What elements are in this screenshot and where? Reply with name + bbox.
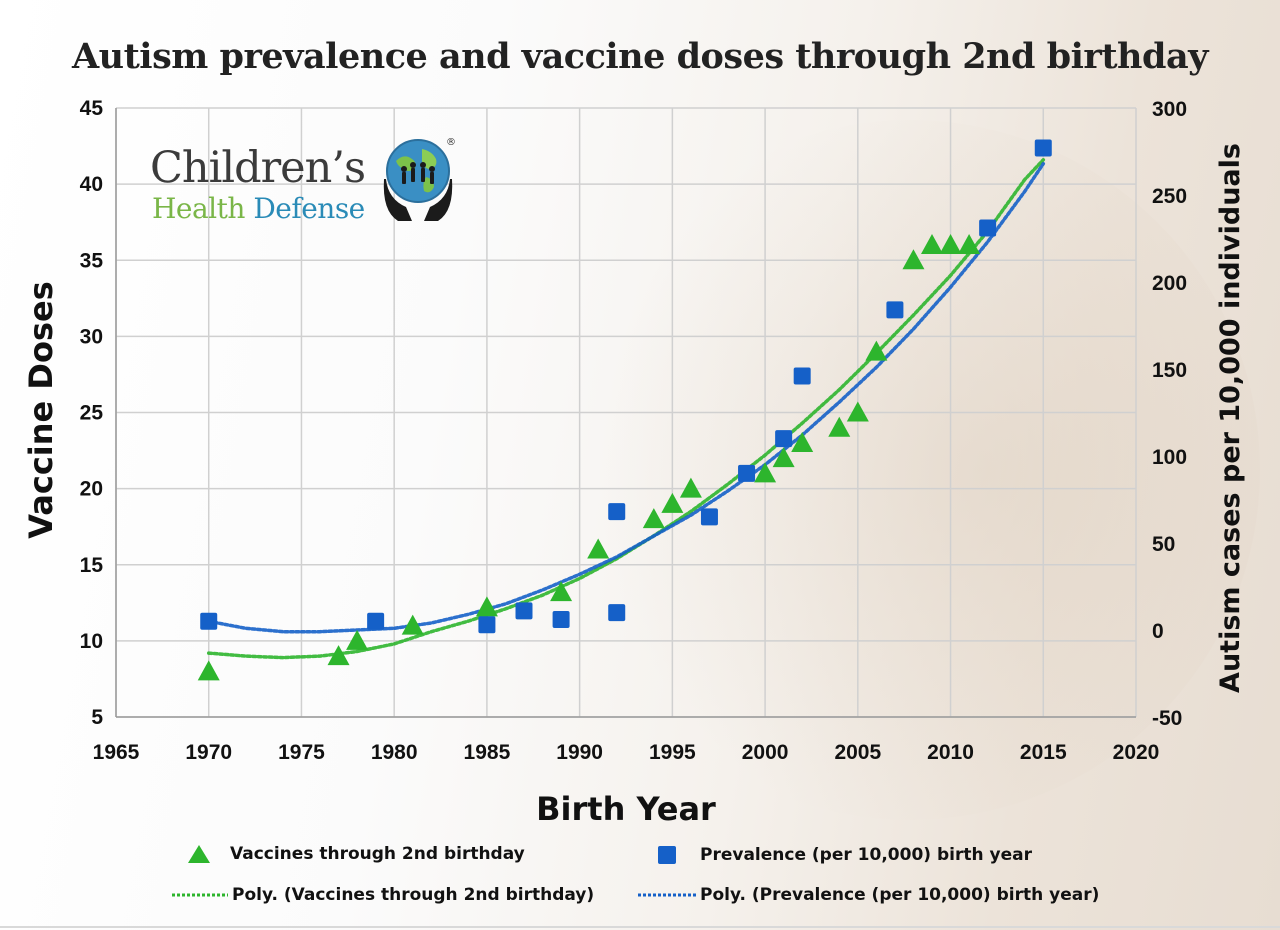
prevalence-data-point	[700, 508, 718, 526]
grid	[115, 107, 1137, 718]
vaccine-data-point	[939, 234, 962, 255]
y-left-tick-label: 40	[80, 173, 103, 196]
x-tick-label: 2010	[927, 741, 974, 764]
registered-mark: ®	[446, 137, 456, 148]
vaccine-data-point	[846, 401, 869, 422]
vaccine-data-point	[958, 234, 981, 255]
x-tick-label: 1980	[371, 741, 418, 764]
globe-hands-icon	[383, 139, 453, 221]
x-axis-ticks: 1965 1970 1975 1980 1985 1990 1995 2000 2005 2010…	[93, 741, 1160, 764]
vaccine-data-point	[865, 340, 888, 361]
prevalence-data-point	[793, 367, 811, 385]
y-axis-right-ticks: -50 0 50 100 150 200 250 300	[1152, 98, 1187, 730]
y-right-tick-label: 250	[1152, 185, 1187, 208]
y-axis-left-ticks: 5 10 15 20 25 30 35 40 45	[80, 97, 104, 729]
y-axis-left-title: Vaccine Doses	[22, 281, 60, 538]
vaccine-data-point	[772, 447, 795, 468]
x-tick-label: 2000	[742, 741, 789, 764]
prevalence-data-point	[608, 604, 626, 622]
y-left-tick-label: 30	[80, 325, 103, 348]
vaccine-data-point	[327, 645, 350, 666]
y-right-tick-label: 100	[1152, 446, 1187, 469]
prevalence-data-point	[738, 464, 756, 482]
y-right-tick-label: 300	[1152, 98, 1187, 121]
prevalence-trend-line	[206, 161, 1046, 634]
x-tick-label: 1970	[185, 741, 232, 764]
vaccine-data-point	[921, 234, 943, 255]
prevalence-data-point	[979, 219, 997, 237]
vaccines-trend-line	[206, 158, 1046, 660]
y-left-tick-label: 5	[91, 706, 103, 729]
prevalence-data-point	[552, 611, 570, 629]
y-left-tick-label: 35	[80, 249, 104, 272]
prevalence-data-point	[515, 602, 533, 620]
logo-text-childrens: Children’s	[150, 143, 366, 193]
vaccine-data-point	[197, 660, 220, 681]
vaccine-data-point	[902, 249, 925, 270]
y-left-tick-label: 20	[80, 478, 103, 501]
y-right-tick-label: 150	[1152, 359, 1187, 382]
y-left-tick-label: 15	[80, 554, 104, 577]
vaccine-data-point	[475, 596, 498, 617]
y-right-tick-label: -50	[1152, 707, 1182, 730]
vaccine-data-point	[661, 492, 684, 513]
y-right-tick-label: 0	[1152, 620, 1164, 643]
y-axis-right-title: Autism cases per 10,000 individuals	[1215, 143, 1246, 693]
x-tick-label: 2015	[1020, 741, 1067, 764]
x-axis-title: Birth Year	[536, 790, 716, 828]
x-tick-label: 2005	[834, 741, 881, 764]
x-tick-label: 1985	[464, 741, 511, 764]
logo-text-defense: Defense	[253, 192, 365, 225]
prevalence-data-point	[886, 301, 904, 319]
chart-title: Autism prevalence and vaccine doses thro…	[72, 36, 1208, 77]
x-tick-label: 1995	[649, 741, 696, 764]
logo-text-health: Health	[152, 192, 245, 225]
vaccine-data-point	[401, 614, 424, 635]
y-right-tick-label: 200	[1152, 272, 1187, 295]
vaccine-data-point	[587, 538, 610, 559]
vaccine-data-point	[791, 431, 814, 452]
prevalence-markers	[200, 139, 1052, 634]
x-tick-label: 1965	[93, 741, 140, 764]
x-tick-label: 2020	[1113, 741, 1160, 764]
prevalence-data-point	[478, 616, 496, 634]
y-left-tick-label: 45	[80, 97, 104, 120]
y-left-tick-label: 10	[80, 630, 103, 653]
prevalence-data-point	[775, 430, 793, 448]
vaccine-data-point	[679, 477, 702, 498]
logo-text-health-defense: Health Defense	[152, 192, 365, 225]
trend-lines	[206, 158, 1046, 660]
vaccine-data-point	[754, 462, 777, 483]
childrens-health-defense-logo: Children’s Health Defense ®	[150, 135, 470, 230]
vaccine-markers	[197, 234, 981, 681]
bottom-divider	[0, 926, 1280, 928]
prevalence-data-point	[200, 612, 218, 630]
x-tick-label: 1990	[556, 741, 603, 764]
vaccine-data-point	[550, 581, 573, 602]
prevalence-data-point	[608, 503, 626, 521]
x-tick-label: 1975	[278, 741, 325, 764]
prevalence-data-point	[367, 612, 385, 630]
prevalence-data-point	[1034, 139, 1052, 157]
vaccine-data-point	[828, 416, 851, 437]
vaccine-data-point	[642, 508, 665, 529]
y-right-tick-label: 50	[1152, 533, 1175, 556]
y-left-tick-label: 25	[80, 402, 104, 425]
vaccine-data-point	[346, 629, 369, 650]
